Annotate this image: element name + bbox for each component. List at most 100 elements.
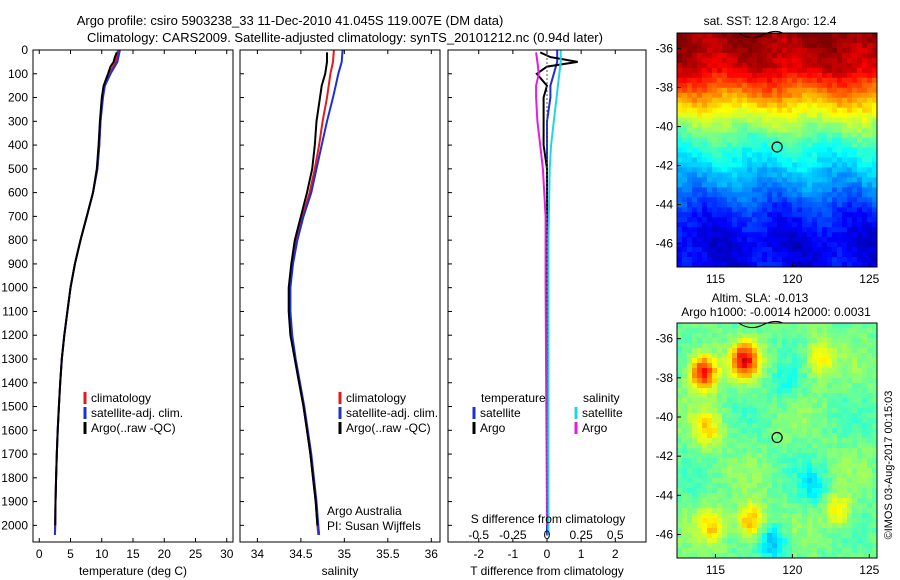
map-cell	[707, 52, 713, 59]
map-cell	[832, 177, 838, 183]
map-cell	[872, 47, 878, 54]
map-cell	[677, 207, 683, 213]
x-tick-label: 1	[578, 547, 585, 561]
map-cell	[837, 508, 843, 514]
map-cell	[717, 62, 723, 69]
map-cell	[842, 252, 848, 258]
map-cell	[727, 453, 733, 459]
map-cell	[677, 413, 683, 419]
map-cell	[837, 428, 843, 434]
map-cell	[707, 232, 713, 238]
map-cell	[837, 192, 843, 198]
map-cell	[832, 207, 838, 213]
coastline	[738, 320, 783, 329]
map-cell	[842, 553, 848, 559]
map-cell	[792, 137, 798, 143]
map-cell	[737, 192, 743, 198]
map-cell	[822, 257, 828, 263]
map-cell	[872, 227, 878, 233]
map-cell	[852, 503, 858, 509]
map-cell	[772, 383, 778, 389]
map-cell	[802, 423, 808, 429]
map-cell	[707, 478, 713, 484]
map-cell	[762, 498, 768, 504]
map-cell	[847, 122, 853, 128]
map-cell	[697, 222, 703, 228]
map-cell	[757, 177, 763, 183]
map-cell	[817, 117, 823, 124]
legend-label: satellite	[480, 406, 521, 420]
map-cell	[807, 77, 813, 84]
map-cell	[812, 508, 818, 514]
map-cell	[827, 177, 833, 183]
map-cell	[867, 162, 873, 168]
y-tick-label: -44	[656, 488, 674, 502]
map-cell	[847, 192, 853, 198]
map-cell	[687, 137, 693, 143]
map-cell	[747, 77, 753, 84]
map-cell	[827, 383, 833, 389]
map-cell	[752, 488, 758, 494]
map-cell	[757, 418, 763, 424]
map-cell	[732, 393, 738, 399]
map-cell	[767, 52, 773, 59]
map-cell	[742, 197, 748, 203]
map-cell	[682, 378, 688, 384]
map-cell	[742, 117, 748, 124]
map-cell	[732, 212, 738, 218]
map-cell	[712, 222, 718, 228]
x-tick-label: 25	[189, 547, 203, 561]
map-cell	[867, 428, 873, 434]
map-cell	[862, 182, 868, 188]
map-cell	[837, 222, 843, 228]
map-cell	[822, 247, 828, 253]
map-cell	[847, 237, 853, 243]
map-cell	[857, 107, 863, 114]
map-cell	[742, 102, 748, 109]
map-cell	[677, 328, 683, 334]
map-cell	[737, 493, 743, 499]
map-cell	[762, 202, 768, 208]
map-cell	[752, 247, 758, 253]
map-cell	[857, 343, 863, 349]
map-cell	[752, 468, 758, 474]
map-cell	[752, 87, 758, 94]
map-cell	[837, 57, 843, 64]
map-cell	[717, 147, 723, 153]
map-cell	[837, 242, 843, 248]
map-cell	[687, 343, 693, 349]
map-cell	[737, 252, 743, 258]
map-cell	[767, 373, 773, 379]
map-cell	[752, 202, 758, 208]
map-cell	[682, 438, 688, 444]
map-cell	[872, 242, 878, 248]
map-cell	[787, 167, 793, 173]
map-cell	[682, 493, 688, 499]
map-cell	[707, 353, 713, 359]
map-cell	[737, 57, 743, 64]
map-cell	[712, 177, 718, 183]
map-cell	[787, 187, 793, 193]
map-cell	[727, 252, 733, 258]
map-cell	[837, 142, 843, 148]
map-cell	[832, 262, 838, 268]
map-cell	[802, 42, 808, 49]
map-cell	[797, 202, 803, 208]
map-cell	[777, 67, 783, 74]
map-cell	[762, 152, 768, 158]
map-cell	[807, 513, 813, 519]
map-cell	[817, 252, 823, 258]
map-cell	[682, 358, 688, 364]
map-cell	[787, 453, 793, 459]
map-cell	[707, 62, 713, 69]
map-cell	[682, 157, 688, 163]
map-cell	[712, 453, 718, 459]
map-cell	[722, 528, 728, 534]
map-cell	[732, 403, 738, 409]
map-cell	[827, 428, 833, 434]
map-cell	[682, 328, 688, 334]
map-cell	[682, 217, 688, 223]
map-cell	[747, 182, 753, 188]
map-cell	[752, 167, 758, 173]
map-cell	[702, 157, 708, 163]
